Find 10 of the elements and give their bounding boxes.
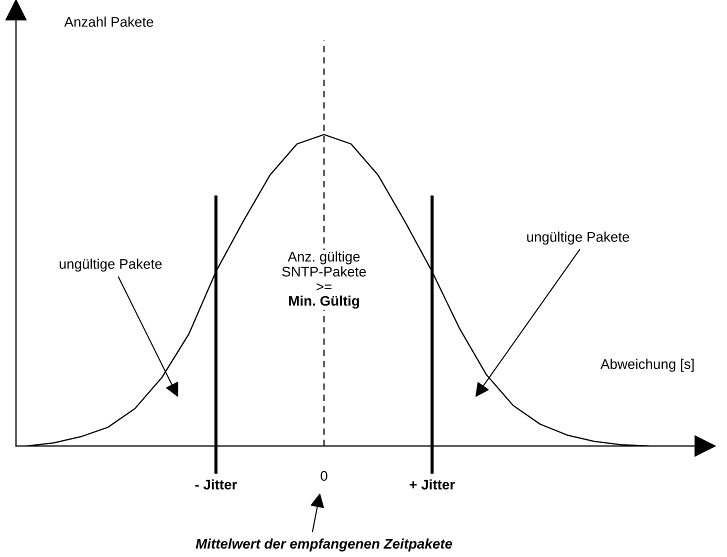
x-axis-title: Abweichung [s] — [600, 358, 694, 372]
annotation: ungültige Pakete — [527, 232, 630, 245]
x-tick-label: 0 — [320, 470, 328, 481]
text: Mittelwert der empfangenen Zeitpakete — [196, 538, 452, 552]
annotation: Min. Gültig — [289, 296, 359, 309]
annotation: Anz. gültige SNTP-Pakete >= — [282, 251, 366, 290]
annotation: ungültige Pakete — [60, 258, 162, 272]
x-tick-label: + Jitter — [410, 479, 455, 490]
x-tick-label: - Jitter — [195, 479, 237, 490]
text: Anzahl Pakete — [64, 16, 154, 27]
